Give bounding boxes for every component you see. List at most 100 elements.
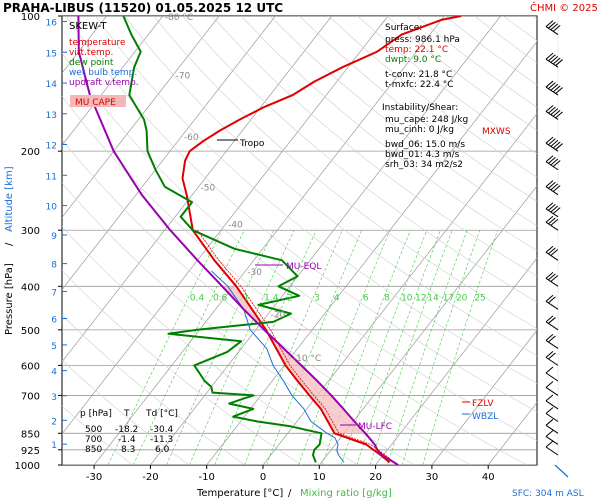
wind-barb-flag xyxy=(545,440,554,448)
tropo-label: Tropo xyxy=(239,139,265,149)
wind-barb xyxy=(545,387,559,396)
levels-row-p: 500 xyxy=(85,425,102,435)
temperature-tick-label: 30 xyxy=(426,472,439,483)
wind-barb xyxy=(545,300,559,310)
surface-box: Surface: press: 986.1 hPa temp: 22.1 °C … xyxy=(382,23,468,170)
mu-eql-label: MU-EQL xyxy=(286,262,321,272)
mixing-ratio-line xyxy=(107,230,223,465)
wind-barb xyxy=(545,413,559,422)
dry-adiabat xyxy=(211,16,537,277)
wind-barb-flag xyxy=(555,111,563,119)
wind-barb xyxy=(545,221,559,231)
wind-barb-flag xyxy=(545,418,554,426)
wind-barb xyxy=(545,277,559,287)
wind-barb-flag xyxy=(545,407,554,414)
mixing-ratio-label: 1 xyxy=(243,293,249,303)
altitude-tick-label: 15 xyxy=(46,49,57,59)
wind-barb-flag xyxy=(548,82,556,90)
srh03-value: srh_03: 34 m2/s2 xyxy=(385,160,463,170)
wind-barb-flag xyxy=(548,273,556,281)
mixing-ratio-line xyxy=(401,230,481,465)
wind-barb xyxy=(545,340,559,349)
wind-barb-flag xyxy=(545,180,554,188)
levels-row-t: 8.3 xyxy=(121,445,135,455)
surface-dwpt: dwpt: 9.0 °C xyxy=(385,55,441,65)
wind-barb-flag xyxy=(550,158,559,166)
mxws-label: MXWS xyxy=(482,127,511,137)
fzlv-label: FZLV xyxy=(472,399,494,409)
wind-barb xyxy=(545,111,559,120)
isotherm-line xyxy=(319,185,537,465)
mixing-ratio-line xyxy=(189,230,295,465)
altitude-tick-label: 7 xyxy=(51,288,57,298)
wind-barb-flag xyxy=(550,249,559,256)
wind-barb xyxy=(545,436,559,445)
dry-adiabat xyxy=(62,314,246,465)
x-axis-separator: / xyxy=(288,488,292,499)
wind-barb xyxy=(545,321,559,331)
wind-barb-flag xyxy=(545,366,554,374)
levels-row-t: -18.2 xyxy=(115,425,138,435)
wind-barb xyxy=(545,446,559,456)
wind-barb-flag xyxy=(550,183,559,191)
altitude-tick-label: 16 xyxy=(46,19,58,29)
mixing-ratio-line xyxy=(214,230,317,465)
wind-barb-flag xyxy=(555,87,563,94)
dry-adiabat xyxy=(62,139,471,465)
wind-barb-flag xyxy=(545,202,554,210)
altitude-tick-label: 5 xyxy=(51,342,57,352)
wind-barb-flag xyxy=(548,352,556,360)
isotherm-label: -40 xyxy=(228,221,243,231)
wind-barb-flag xyxy=(548,21,556,29)
altitude-tick-label: 13 xyxy=(46,111,57,121)
mixing-ratio-line xyxy=(356,230,441,465)
levels-row-td: 6.0 xyxy=(155,445,170,455)
wind-barb xyxy=(545,372,559,382)
mu-cape-swatch xyxy=(70,95,126,107)
wind-barb-flag xyxy=(545,155,554,163)
wind-barb-flag xyxy=(548,138,556,146)
wind-barb-flag xyxy=(548,247,556,255)
bwd06-value: bwd_06: 15.0 m/s xyxy=(385,140,465,150)
wind-barb-flag xyxy=(548,106,556,114)
wind-barb-flag xyxy=(545,215,554,223)
legend-item-dew-point: dew point xyxy=(69,58,114,68)
x-axis-label: Temperature [°C] xyxy=(196,488,283,499)
pressure-tick-label: 100 xyxy=(21,12,40,23)
dry-adiabat xyxy=(182,16,537,303)
updraft-curve xyxy=(77,16,399,465)
wind-barb-flag xyxy=(552,109,561,117)
isotherm-line xyxy=(545,16,600,465)
wind-barb-flag xyxy=(545,271,554,279)
mixing-ratio-label: 25 xyxy=(474,293,485,303)
mixing-ratio-line xyxy=(132,230,245,465)
wind-barb xyxy=(545,26,559,36)
dry-adiabat xyxy=(269,16,537,227)
chart-title: PRAHA-LIBUS (11520) 01.05.2025 12 UTC xyxy=(3,1,283,15)
wind-barb-flag xyxy=(545,394,554,402)
wind-barb-flag xyxy=(550,83,559,91)
wind-barb-flag xyxy=(550,108,559,116)
wind-barb-flag xyxy=(550,275,559,282)
levels-header-p: p [hPa] xyxy=(80,409,112,419)
dry-adiabat xyxy=(532,16,537,20)
mixing-ratio-label: 0.6 xyxy=(213,293,228,303)
isotherm-line xyxy=(375,257,537,465)
wind-barb-flag xyxy=(545,334,554,341)
pressure-tick-label: 925 xyxy=(21,446,40,457)
wind-barb-flag xyxy=(548,54,556,62)
temperature-tick-label: 10 xyxy=(313,472,326,483)
wind-barb-flag xyxy=(545,245,554,253)
mixing-ratio-line xyxy=(369,230,453,465)
wind-barb-flag xyxy=(545,80,554,88)
dry-adiabat xyxy=(62,270,302,465)
isotherm-label: -10 °C xyxy=(293,354,321,364)
mu-cape-value: mu_cape: 248 J/kg xyxy=(385,115,468,125)
dry-adiabat xyxy=(124,16,537,357)
wind-barb-flag xyxy=(555,59,563,66)
surface-tmxfc: t-mxfc: 22.4 °C xyxy=(385,80,454,90)
wind-barb xyxy=(545,208,559,218)
mixing-ratio-label: 8 xyxy=(384,293,390,303)
levels-row-p: 850 xyxy=(85,445,102,455)
wind-barb-flag xyxy=(548,317,556,324)
